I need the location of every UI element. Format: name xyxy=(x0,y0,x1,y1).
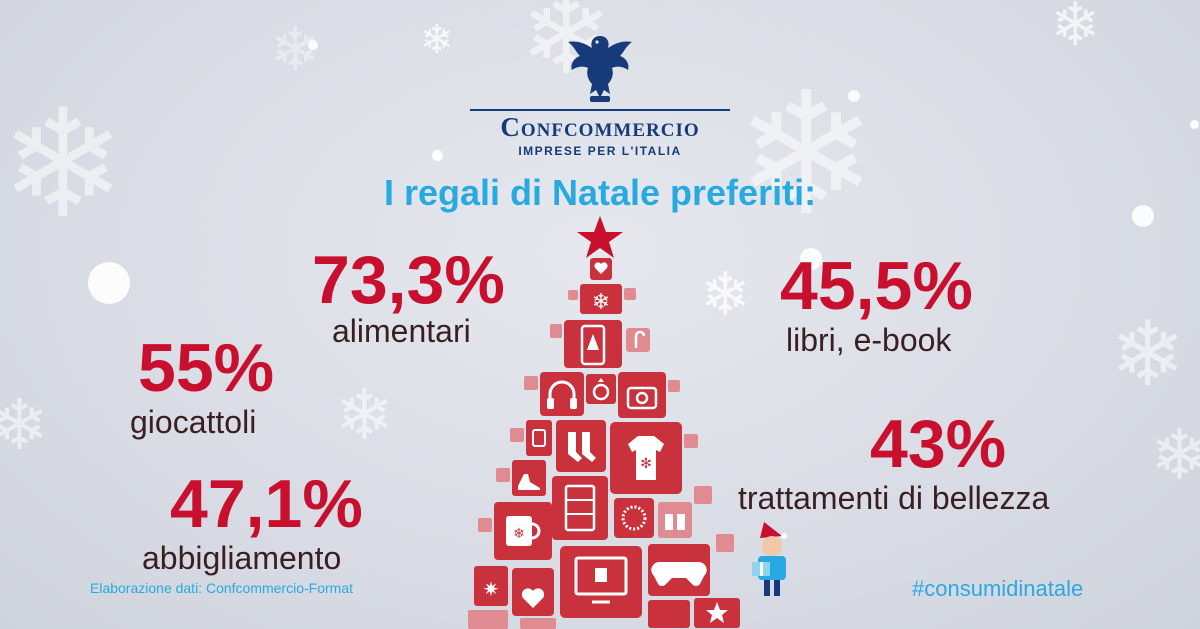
stat-label-libri: libri, e-book xyxy=(786,322,952,358)
snow-dot xyxy=(848,90,860,102)
brand-logo: Confcommercio IMPRESE PER L'ITALIA xyxy=(470,28,730,158)
stat-label-giocattoli: giocattoli xyxy=(130,404,257,440)
svg-text:❄: ❄ xyxy=(513,526,525,542)
ring-icon xyxy=(592,378,610,401)
hashtag: #consumidinatale xyxy=(912,576,1084,601)
eagle-logo-icon xyxy=(568,36,632,102)
poinsettia-icon: ✷ xyxy=(483,577,500,601)
gift-tree-illustration: ❄ ✻ xyxy=(468,216,740,629)
star-outline-icon xyxy=(706,602,728,623)
mug-icon: ❄ xyxy=(506,516,541,546)
snowflake-bg-icon: ❄ xyxy=(420,17,454,63)
socks-icon xyxy=(568,432,596,462)
elf-icon xyxy=(752,522,787,596)
shoe-icon xyxy=(518,474,540,490)
snowflake-bg-icon: ❄ xyxy=(335,374,394,456)
snowflake-bg-icon: ❄ xyxy=(1050,0,1101,60)
stat-label-abbigliamento: abbigliamento xyxy=(142,540,342,576)
stat-label-bellezza: trattamenti di bellezza xyxy=(738,480,1050,516)
snow-dot xyxy=(432,150,443,161)
stat-value-abbigliamento: 47,1% xyxy=(170,466,363,542)
snow-dot xyxy=(1190,120,1199,129)
snow-dot xyxy=(308,40,318,50)
source-note: Elaborazione dati: Confcommercio-Format xyxy=(90,580,353,596)
snowflake-bg-icon: ❄ xyxy=(0,78,126,252)
snowflake-bg-icon: ❄ xyxy=(1110,302,1186,407)
page-title: I regali di Natale preferiti: xyxy=(383,172,817,213)
necklace-icon xyxy=(621,505,647,531)
star-icon xyxy=(577,216,623,258)
brand-divider xyxy=(470,109,730,111)
camera-icon xyxy=(626,386,658,410)
snowflake-icon: ❄ xyxy=(592,290,610,315)
stat-value-bellezza: 43% xyxy=(870,406,1007,482)
svg-text:✻: ✻ xyxy=(640,456,652,472)
tv-icon xyxy=(574,556,628,604)
brand-name: Confcommercio xyxy=(500,112,700,142)
snowflake-bg-icon: ❄ xyxy=(1150,414,1200,496)
snow-dot xyxy=(800,248,822,270)
stat-value-alimentari: 73,3% xyxy=(312,242,505,318)
snow-dot xyxy=(1132,205,1154,227)
watch-icon xyxy=(532,429,546,447)
heart-icon xyxy=(594,262,608,274)
gamepad-icon xyxy=(651,561,707,586)
brand-tagline: IMPRESE PER L'ITALIA xyxy=(518,144,682,158)
candy-cane-icon xyxy=(634,330,646,348)
snowflake-bg-icon: ❄ xyxy=(0,384,49,466)
gift-icon xyxy=(665,510,685,530)
stat-value-libri: 45,5% xyxy=(780,248,973,324)
stat-value-giocattoli: 55% xyxy=(138,330,275,406)
smartphone-icon xyxy=(580,324,606,366)
stat-label-alimentari: alimentari xyxy=(332,313,471,349)
snow-dot xyxy=(88,262,130,304)
headphones-icon xyxy=(547,380,577,409)
dresser-icon xyxy=(564,484,596,532)
heart-icon xyxy=(521,588,545,608)
sweater-icon: ✻ xyxy=(628,436,664,480)
svg-text:✷: ✷ xyxy=(483,577,500,601)
snowflake-bg-icon: ❄ xyxy=(700,260,751,330)
snowflake-bg-icon: ❄ xyxy=(270,15,321,85)
